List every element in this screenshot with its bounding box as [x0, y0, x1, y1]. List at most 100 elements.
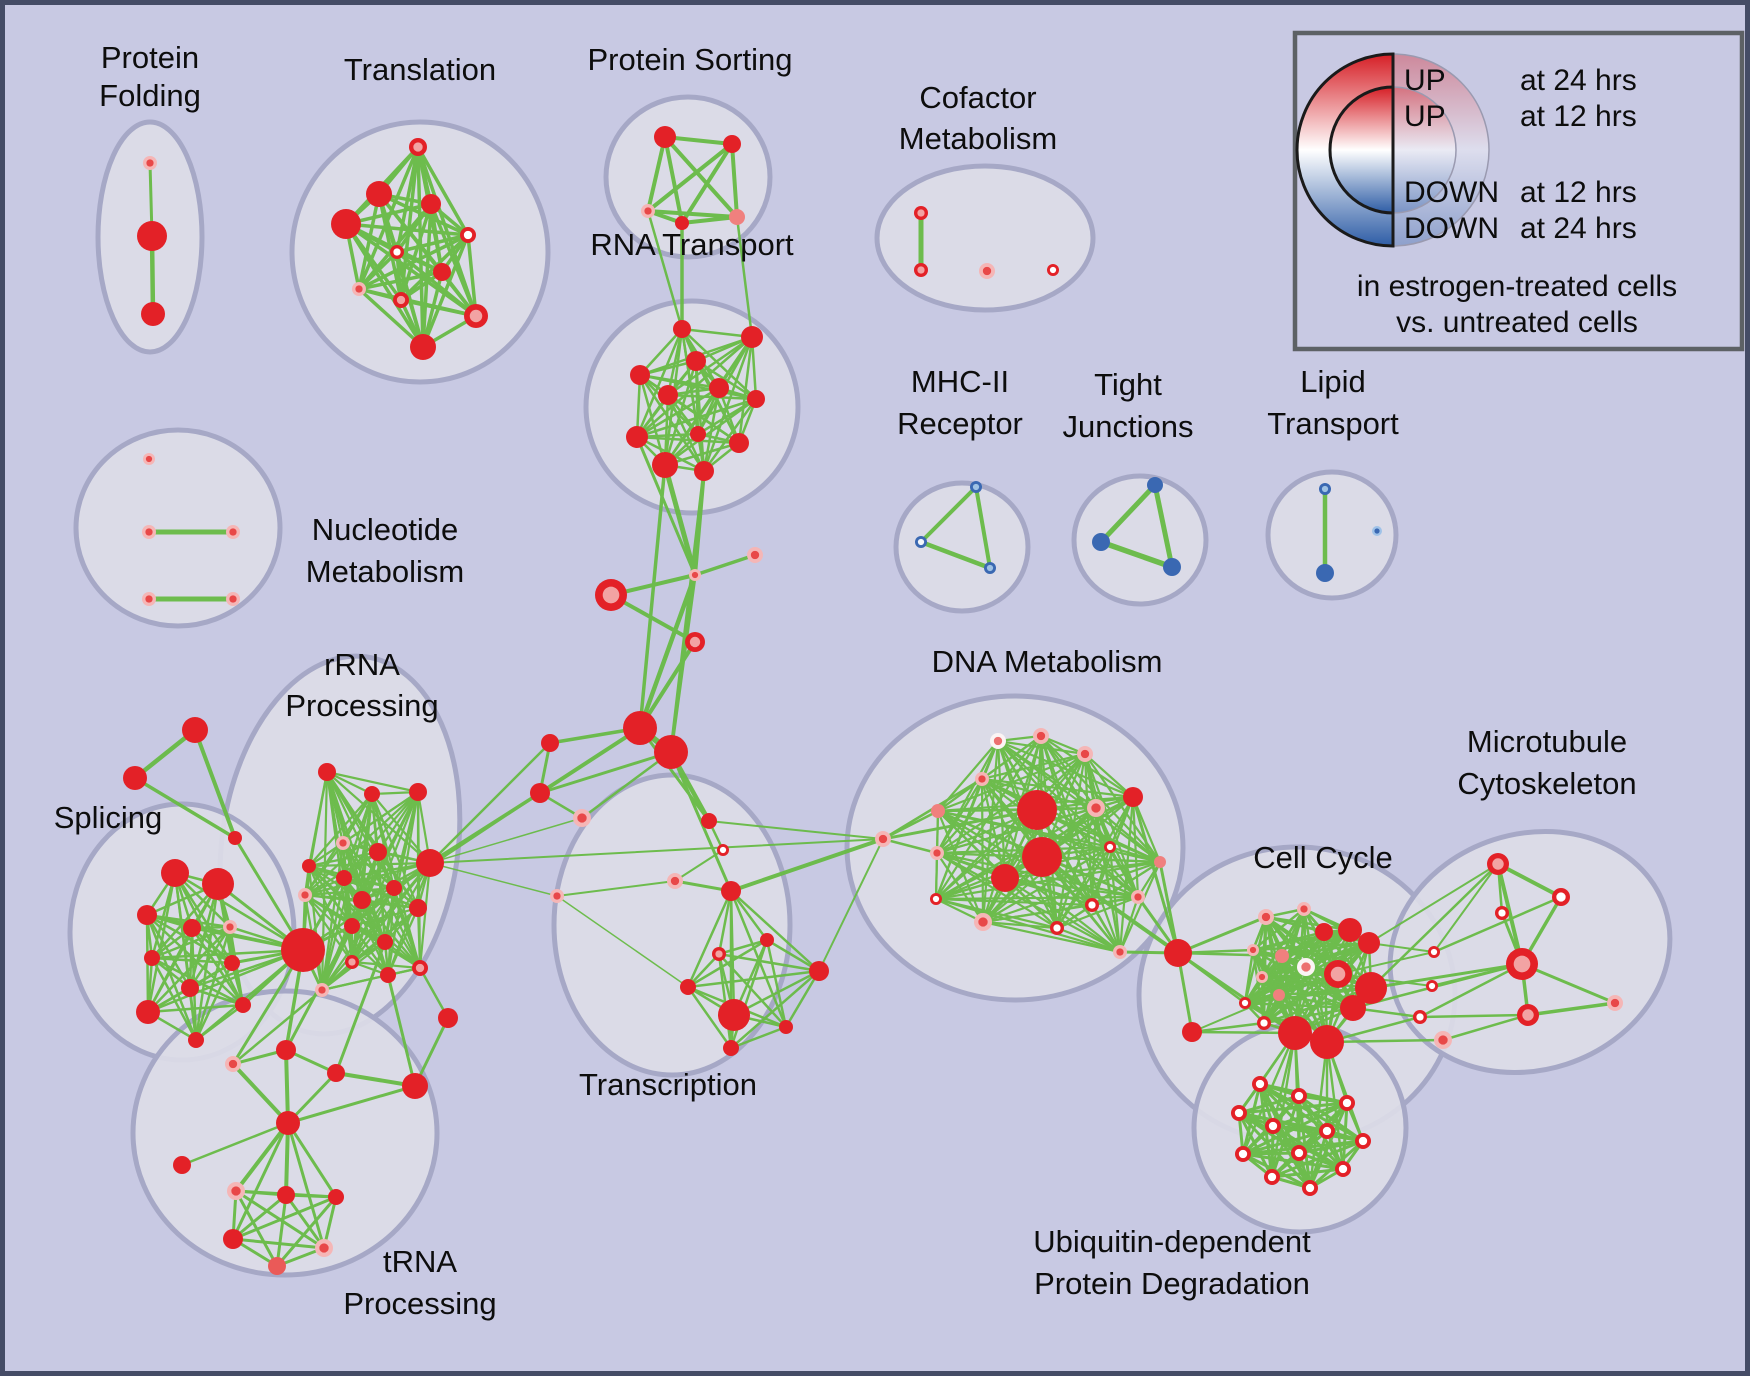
network-node-tb2[interactable] [276, 1040, 296, 1060]
network-node-cc10[interactable] [1256, 971, 1268, 983]
network-node-nm1[interactable] [143, 453, 155, 465]
network-node-s8[interactable] [224, 955, 240, 971]
network-node-d6[interactable] [930, 846, 944, 860]
network-node-h2[interactable] [654, 735, 688, 769]
network-node-cc4[interactable] [1338, 918, 1362, 942]
network-node-g2[interactable] [123, 766, 147, 790]
network-node-m4[interactable] [550, 889, 564, 903]
network-node-rt11[interactable] [652, 452, 678, 478]
network-node-s5[interactable] [223, 920, 237, 934]
network-node-s6[interactable] [144, 950, 160, 966]
network-node-d19[interactable] [1113, 945, 1127, 959]
network-node-tc3[interactable] [667, 873, 683, 889]
network-node-r13[interactable] [344, 918, 360, 934]
network-node-tn4[interactable] [277, 1186, 295, 1204]
network-node-c4[interactable] [685, 632, 705, 652]
network-node-r2[interactable] [364, 786, 380, 802]
network-node-tc6[interactable] [760, 933, 774, 947]
network-node-t4[interactable] [331, 209, 361, 239]
network-node-r12[interactable] [409, 899, 427, 917]
network-node-t9[interactable] [393, 292, 409, 308]
network-node-tc9[interactable] [718, 999, 750, 1031]
network-node-d3[interactable] [1077, 746, 1093, 762]
network-node-cc8[interactable] [1297, 958, 1315, 976]
network-node-m1[interactable] [541, 734, 559, 752]
network-node-cc2[interactable] [1297, 902, 1311, 916]
network-node-d12[interactable] [1154, 856, 1166, 868]
network-node-mc2[interactable] [1552, 888, 1570, 906]
network-node-cc1[interactable] [1258, 909, 1274, 925]
network-node-tn8[interactable] [268, 1257, 286, 1275]
network-node-s3[interactable] [137, 905, 157, 925]
network-node-tb3[interactable] [327, 1064, 345, 1082]
network-node-cc12[interactable] [1239, 997, 1251, 1009]
network-node-ps3[interactable] [641, 204, 655, 218]
network-node-r10[interactable] [353, 891, 371, 909]
network-node-mh2[interactable] [915, 536, 927, 548]
network-node-r15[interactable] [345, 955, 359, 969]
network-node-tc2[interactable] [717, 844, 729, 856]
network-node-rt7[interactable] [747, 390, 765, 408]
network-node-s9[interactable] [136, 1000, 160, 1024]
network-node-cc11[interactable] [1273, 989, 1285, 1001]
network-node-t2[interactable] [366, 181, 392, 207]
network-node-rt2[interactable] [741, 326, 763, 348]
network-node-tc5[interactable] [712, 947, 726, 961]
network-node-g3[interactable] [228, 831, 242, 845]
network-node-tj1[interactable] [1147, 477, 1163, 493]
network-node-u6[interactable] [1319, 1123, 1335, 1139]
network-node-u8[interactable] [1235, 1146, 1251, 1162]
network-node-u9[interactable] [1291, 1145, 1307, 1161]
network-node-u3[interactable] [1339, 1095, 1355, 1111]
network-node-t5[interactable] [460, 227, 476, 243]
network-node-tj2[interactable] [1092, 533, 1110, 551]
network-node-cc18[interactable] [1426, 980, 1438, 992]
network-node-tc10[interactable] [779, 1020, 793, 1034]
network-node-rt8[interactable] [626, 426, 648, 448]
network-node-d13[interactable] [991, 864, 1019, 892]
network-node-d7[interactable] [1017, 790, 1057, 830]
network-node-u7[interactable] [1355, 1133, 1371, 1149]
network-node-u4[interactable] [1231, 1105, 1247, 1121]
network-node-m3[interactable] [573, 809, 591, 827]
network-node-cc3[interactable] [1315, 923, 1333, 941]
network-node-lp2[interactable] [1316, 564, 1334, 582]
network-node-pf3[interactable] [141, 302, 165, 326]
network-node-s2[interactable] [202, 868, 234, 900]
network-node-tn2[interactable] [173, 1156, 191, 1174]
network-node-h1[interactable] [623, 711, 657, 745]
network-node-r9[interactable] [298, 888, 312, 902]
network-node-cf3[interactable] [979, 263, 995, 279]
network-node-cc16[interactable] [1340, 995, 1366, 1021]
network-node-nm2[interactable] [142, 525, 156, 539]
network-node-cf4[interactable] [1047, 264, 1059, 276]
network-node-d16[interactable] [1050, 921, 1064, 935]
network-node-cc15[interactable] [1310, 1025, 1344, 1059]
network-node-r11[interactable] [386, 880, 402, 896]
network-node-nm4[interactable] [142, 592, 156, 606]
network-node-d14[interactable] [930, 893, 942, 905]
network-node-t11[interactable] [410, 334, 436, 360]
network-node-tc11[interactable] [723, 1040, 739, 1056]
network-node-m2[interactable] [530, 783, 550, 803]
network-node-mh1[interactable] [970, 481, 982, 493]
network-node-g1[interactable] [182, 717, 208, 743]
network-node-cc19[interactable] [1413, 1010, 1427, 1024]
network-node-d8[interactable] [1022, 837, 1062, 877]
network-node-mc3[interactable] [1495, 906, 1509, 920]
network-node-cc13[interactable] [1257, 1016, 1271, 1030]
network-node-nm3[interactable] [226, 525, 240, 539]
network-node-rt5[interactable] [709, 378, 729, 398]
network-node-cc5[interactable] [1358, 932, 1380, 954]
network-node-c3[interactable] [595, 579, 627, 611]
network-node-d1[interactable] [990, 733, 1006, 749]
network-node-d20[interactable] [1164, 939, 1192, 967]
network-node-tc7[interactable] [809, 961, 829, 981]
network-node-tn6[interactable] [223, 1229, 243, 1249]
network-node-u2[interactable] [1291, 1088, 1307, 1104]
network-node-tb4[interactable] [402, 1073, 428, 1099]
network-node-t6[interactable] [390, 245, 404, 259]
network-node-rt10[interactable] [729, 433, 749, 453]
network-node-pf2[interactable] [137, 221, 167, 251]
network-node-tn7[interactable] [315, 1239, 333, 1257]
